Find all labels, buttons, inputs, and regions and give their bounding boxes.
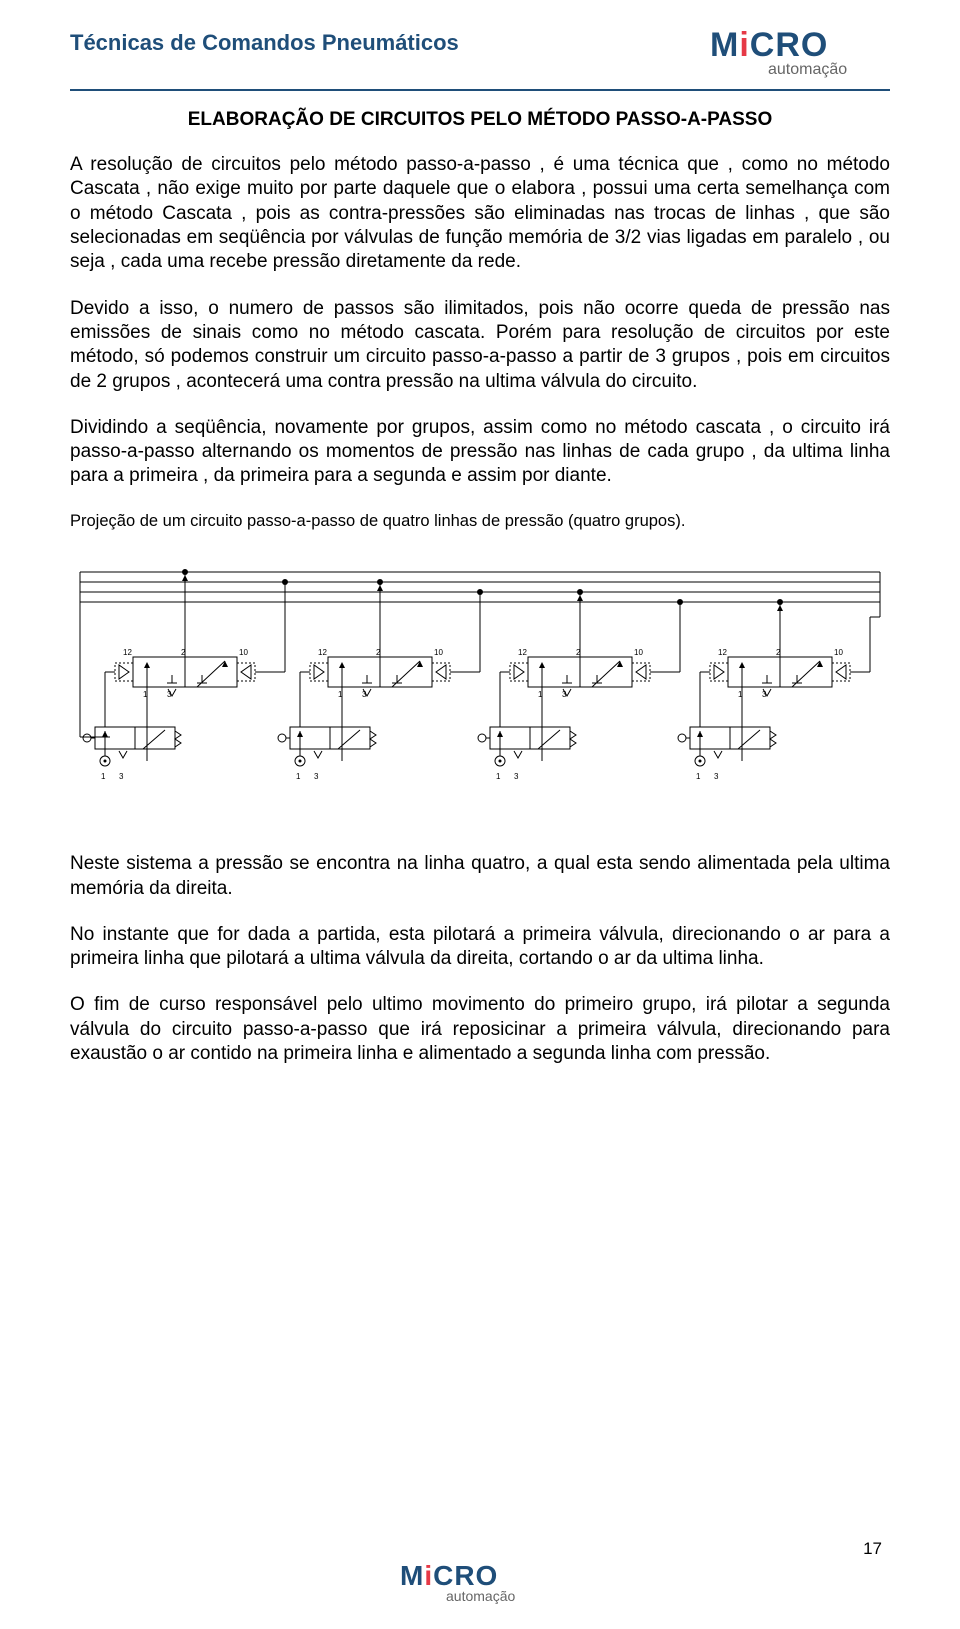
paragraph: Devido a isso, o numero de passos são il…	[70, 297, 890, 394]
logo-letter-i: i	[739, 26, 749, 64]
header-rule	[70, 89, 890, 91]
svg-text:12: 12	[518, 648, 527, 657]
paragraph: No instante que for dada a partida, esta…	[70, 923, 890, 972]
section-title: ELABORAÇÃO DE CIRCUITOS PELO MÉTODO PASS…	[70, 109, 890, 131]
logo-bottom: MiCRO automação	[400, 1559, 560, 1609]
svg-text:1: 1	[101, 772, 106, 781]
svg-text:MiCRO: MiCRO	[400, 1560, 498, 1591]
caption: Projeção de um circuito passo-a-passo de…	[70, 511, 890, 532]
svg-text:2: 2	[576, 648, 581, 657]
document-title: Técnicas de Comandos Pneumáticos	[70, 30, 459, 56]
svg-text:3: 3	[514, 772, 519, 781]
paragraph: Neste sistema a pressão se encontra na l…	[70, 852, 890, 901]
pneumatic-diagram: 122101312210131221013122101313131313	[70, 562, 890, 792]
svg-text:1: 1	[296, 772, 301, 781]
logo-subtext: automação	[768, 61, 847, 78]
page-header: Técnicas de Comandos Pneumáticos MiCRO a…	[70, 30, 890, 85]
page-number: 17	[863, 1539, 882, 1559]
logo-top: MiCRO automação	[710, 26, 890, 85]
paragraph: O fim de curso responsável pelo ultimo m…	[70, 993, 890, 1066]
svg-text:3: 3	[314, 772, 319, 781]
svg-text:10: 10	[834, 648, 843, 657]
svg-text:3: 3	[714, 772, 719, 781]
svg-text:10: 10	[239, 648, 248, 657]
svg-text:3: 3	[119, 772, 124, 781]
svg-text:2: 2	[181, 648, 186, 657]
svg-text:2: 2	[376, 648, 381, 657]
svg-text:12: 12	[123, 648, 132, 657]
svg-text:MiCRO: MiCRO	[710, 26, 828, 64]
paragraph: A resolução de circuitos pelo método pas…	[70, 153, 890, 275]
svg-text:automação: automação	[446, 1588, 515, 1604]
svg-text:12: 12	[318, 648, 327, 657]
paragraph: Dividindo a seqüência, novamente por gru…	[70, 416, 890, 489]
logo-letter: CRO	[750, 26, 829, 64]
svg-text:2: 2	[776, 648, 781, 657]
svg-text:12: 12	[718, 648, 727, 657]
svg-text:10: 10	[434, 648, 443, 657]
logo-letter: M	[710, 26, 739, 64]
svg-text:10: 10	[634, 648, 643, 657]
svg-text:1: 1	[496, 772, 501, 781]
svg-text:1: 1	[696, 772, 701, 781]
footer: MiCRO automação	[0, 1559, 960, 1609]
